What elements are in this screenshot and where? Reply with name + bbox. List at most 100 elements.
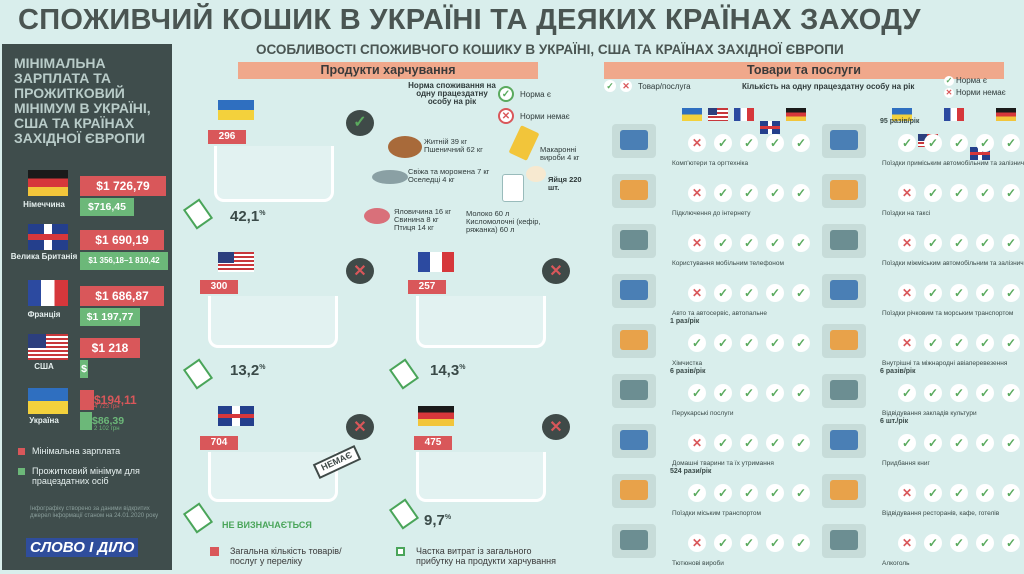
check-icon: ✓	[740, 284, 758, 302]
goods-item-icon	[822, 174, 866, 208]
goods-frequency: 1 раз/рік	[670, 318, 700, 325]
check-icon: ✓	[714, 484, 732, 502]
germany-flag-icon	[996, 108, 1016, 121]
goods-label: Поїздки міським транспортом	[672, 510, 761, 517]
min-wage-value: $194,11	[94, 393, 137, 407]
basket-france: ✕ 257 14,3%	[388, 246, 570, 390]
norm-yes-label: Норма є	[520, 90, 551, 99]
price-tag-icon	[388, 498, 420, 530]
goods-item-glyph	[620, 380, 648, 400]
cross-icon: ✕	[688, 434, 706, 452]
check-icon: ✓	[740, 534, 758, 552]
check-icon: ✓	[976, 384, 994, 402]
country-usa: США $1 218 $	[6, 334, 172, 398]
subsistence-note: 2 102 грн	[94, 426, 120, 432]
check-icon: ✓	[714, 534, 732, 552]
goods-row: 95 разів/рік ✓ ✓ ✓ ✓ ✓ Поїздки приміським авто…	[822, 118, 1024, 172]
check-icon: ✓	[976, 284, 994, 302]
basket-germany: ✕ 475 9,7%	[388, 402, 570, 530]
goods-frequency: 95 разів/рік	[880, 118, 920, 125]
check-icon: ✓	[1002, 434, 1020, 452]
check-icon: ✓	[766, 484, 784, 502]
check-icon: ✓	[924, 334, 942, 352]
britain-flag-icon	[218, 406, 254, 426]
check-icon: ✓	[924, 234, 942, 252]
country-name: Франція	[27, 310, 61, 319]
norm-weight-icon: ✓	[346, 110, 374, 136]
check-icon: ✓	[976, 434, 994, 452]
country-name: США	[34, 362, 54, 371]
check-icon: ✓	[976, 534, 994, 552]
goods-label: Поїздки на таксі	[882, 210, 931, 217]
cross-icon: ✕	[898, 484, 916, 502]
check-icon: ✓	[1002, 134, 1020, 152]
goods-item-icon	[822, 524, 866, 558]
goods-item-glyph	[830, 130, 858, 150]
food-share-value: 42,1	[230, 208, 260, 225]
check-icon: ✓	[924, 184, 942, 202]
goods-row: ✕ ✓ ✓ ✓ ✓ Користування мобільним телефоном	[612, 218, 812, 272]
food-share: 42,1%	[230, 208, 265, 225]
legend-share-swatch	[396, 547, 405, 556]
price-tag-icon	[182, 358, 214, 390]
ukraine-flag-icon	[682, 108, 702, 121]
check-icon: ✓	[714, 384, 732, 402]
basket-icon	[208, 296, 338, 348]
goods-item-icon	[822, 324, 866, 358]
goods-row: ✕ ✓ ✓ ✓ ✓ Тютюнові вироби	[612, 518, 812, 572]
germany-flag-icon	[28, 170, 68, 196]
basket-count: 704	[200, 436, 238, 450]
britain-flag-icon	[28, 224, 68, 250]
goods-item-icon	[612, 274, 656, 308]
germany-flag-icon	[786, 108, 806, 121]
basket-icon	[416, 452, 546, 502]
price-tag-icon	[182, 502, 214, 534]
food-share-value: 13,2	[230, 362, 260, 379]
check-icon: ✓	[766, 534, 784, 552]
eggs-norm: Яйця 220 шт.	[548, 175, 582, 192]
subsistence-bar: $1 197,77	[80, 308, 140, 326]
basket-count: 300	[200, 280, 238, 294]
goods-item-glyph	[620, 230, 648, 250]
check-icon: ✓	[498, 86, 514, 102]
food-share: НЕ ВИЗНАЧАЄТЬСЯ	[222, 520, 312, 530]
cross-icon: ✕	[688, 184, 706, 202]
bread-norm: Житній 39 кг Пшеничний 62 кг	[424, 137, 483, 154]
goods-section-header: Товари та послуги	[604, 62, 1004, 79]
goods-item-icon	[822, 474, 866, 508]
min-wage-bar: $1 690,19	[80, 230, 164, 250]
goods-item-glyph	[830, 280, 858, 300]
country-germany: Німеччина $1 726,79 $716,45	[6, 170, 172, 234]
legend-item: Товар/послуга	[638, 82, 691, 91]
min-wage-bar: $194,11	[80, 390, 137, 410]
check-icon: ✓	[792, 434, 810, 452]
check-icon: ✓	[714, 334, 732, 352]
price-tag-icon	[388, 358, 420, 390]
ukraine-flag-icon	[218, 100, 254, 120]
check-icon: ✓	[766, 434, 784, 452]
check-icon: ✓	[792, 534, 810, 552]
food-share-unit: %	[459, 364, 466, 371]
goods-row: ✕ ✓ ✓ ✓ ✓ Поїздки на таксі	[822, 168, 1022, 222]
check-icon: ✓	[950, 434, 968, 452]
goods-label: Підключення до інтернету	[672, 210, 751, 217]
check-icon: ✓	[950, 384, 968, 402]
check-icon: ✓	[688, 384, 706, 402]
goods-item-icon	[612, 374, 656, 408]
goods-label: Авто та автосервіс, автопальне	[672, 310, 767, 317]
check-icon: ✓	[766, 134, 784, 152]
price-tag-icon	[182, 198, 214, 230]
subsistence-value: $86,39	[92, 415, 125, 427]
country-name: Україна	[29, 416, 59, 425]
norm-no-label: Норми немає	[520, 112, 570, 121]
country-ukraine: Україна $194,11 4 723 грн $86,39 2 102 г…	[6, 388, 172, 474]
check-icon: ✓	[950, 184, 968, 202]
legend-red-swatch	[18, 448, 25, 455]
check-icon: ✓	[898, 434, 916, 452]
check-icon: ✓	[898, 134, 916, 152]
check-icon: ✓	[898, 384, 916, 402]
goods-label: Тютюнові вироби	[672, 560, 724, 567]
milk-norm: Молоко 60 л Кисломолочні (кефір, ряжанка…	[466, 209, 541, 234]
basket-count: 296	[208, 130, 246, 144]
